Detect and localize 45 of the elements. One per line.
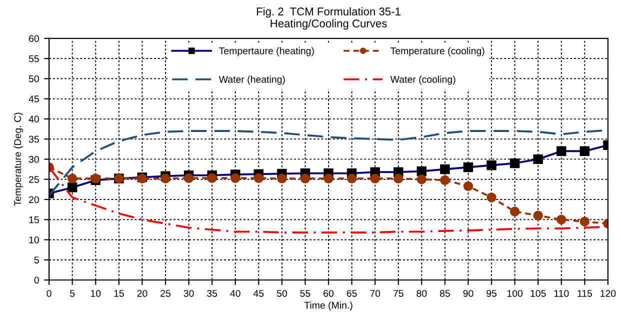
- chart-title: Fig. 2 TCM Formulation 35-1 Heating/Cooling Curves: [256, 7, 400, 30]
- x-tick-label: 65: [346, 290, 357, 297]
- y-tick-label: 10: [29, 236, 39, 244]
- y-tick-label: 35: [28, 136, 39, 143]
- x-tick-label: 40: [230, 290, 240, 297]
- x-axis-title: Time (Min.): [304, 302, 352, 311]
- x-tick-label: 55: [300, 290, 310, 297]
- y-tick-label: 50: [28, 75, 39, 82]
- legend-label: Water (cooling): [390, 76, 456, 85]
- legend-label: Temperature (cooling): [390, 47, 484, 56]
- x-tick-label: 25: [160, 290, 170, 297]
- x-tick-label: 105: [530, 290, 546, 297]
- x-tick-label: 120: [600, 290, 616, 297]
- x-tick-label: 110: [554, 290, 569, 297]
- y-tick-label: 25: [29, 176, 39, 183]
- x-tick-label: 80: [416, 290, 427, 297]
- x-tick-label: 115: [578, 290, 592, 297]
- x-tick-label: 85: [440, 290, 450, 297]
- x-tick-label: 100: [507, 290, 523, 297]
- y-tick-label: 15: [29, 216, 39, 224]
- x-tick-label: 0: [46, 290, 52, 297]
- x-tick-label: 15: [114, 290, 124, 297]
- x-tick-label: 75: [393, 290, 404, 297]
- y-tick-label: 30: [28, 156, 39, 163]
- x-tick-label: 45: [253, 290, 264, 297]
- x-tick-label: 10: [90, 290, 101, 297]
- x-tick-label: 35: [207, 290, 218, 297]
- y-axis-title: Temperature (Deg. C): [14, 112, 23, 206]
- x-tick-label: 50: [276, 290, 287, 297]
- y-tick-label: 20: [29, 196, 39, 204]
- y-tick-label: 45: [28, 96, 39, 102]
- x-tick-label: 30: [184, 290, 194, 297]
- y-tick-label: 0: [34, 276, 39, 284]
- x-tick-label: 70: [370, 290, 380, 297]
- x-tick-label: 90: [463, 290, 474, 297]
- y-tick-label: 60: [29, 35, 39, 42]
- x-tick-label: 20: [137, 290, 148, 297]
- y-tick-label: 55: [28, 55, 39, 62]
- x-tick-label: 60: [324, 290, 334, 297]
- y-tick-label: 40: [28, 116, 39, 123]
- x-tick-label: 5: [70, 290, 75, 297]
- y-tick-label: 5: [34, 256, 39, 264]
- legend-label: Water (heating): [218, 76, 285, 85]
- x-tick-label: 95: [486, 290, 497, 297]
- legend-label: Tempertaure (heating): [219, 47, 314, 56]
